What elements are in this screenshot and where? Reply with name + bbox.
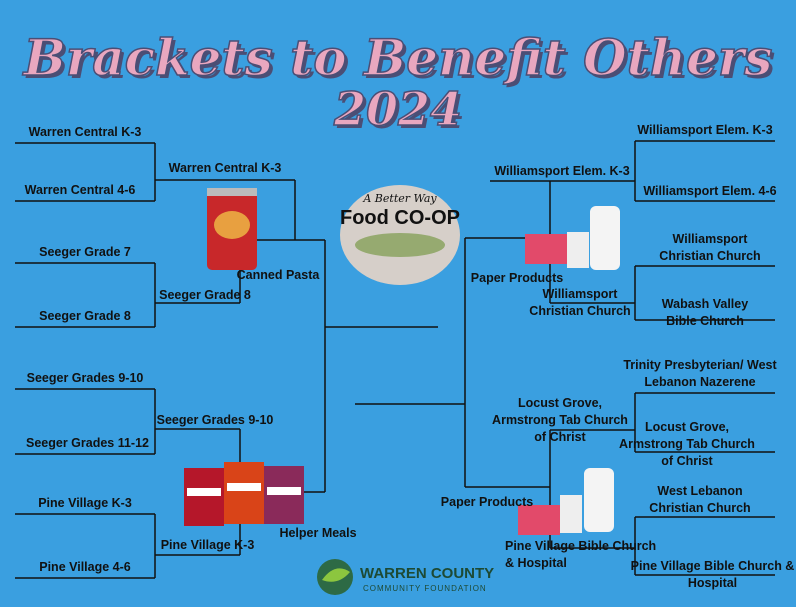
prize: Paper Products [432,494,542,511]
prize: Paper Products [462,270,572,287]
team: Williamsport Elem. K-3 [482,163,642,180]
team: Warren Central K-3 [155,160,295,177]
helper-boxes [184,462,304,526]
foundation-subtitle: COMMUNITY FOUNDATION [363,580,503,597]
team: Trinity Presbyterian/ West Lebanon Nazer… [615,357,785,391]
team: Pine Village Bible Church & Hospital [505,538,665,572]
team: West Lebanon Christian Church [640,483,760,517]
team: Wabash Valley Bible Church [645,296,765,330]
team: Williamsport Christian Church [520,286,640,320]
team: Williamsport Christian Church [645,231,775,265]
team: Warren Central 4-6 [10,182,150,199]
team: Pine Village 4-6 [15,559,155,576]
team: Williamsport Elem. K-3 [625,122,785,139]
team: Seeger Grade 8 [15,308,155,325]
team: Locust Grove, Armstrong Tab Church of Ch… [612,419,762,470]
team: Seeger Grades 11-12 [15,435,160,452]
prize: Helper Meals [268,525,368,542]
paper-products-1 [525,206,620,270]
team: Locust Grove, Armstrong Tab Church of Ch… [490,395,630,446]
team: Warren Central K-3 [15,124,155,141]
logo-name: Food CO-OP [340,205,460,231]
team: Seeger Grade 8 [150,287,260,304]
team: Williamsport Elem. 4-6 [630,183,790,200]
pasta-can [207,188,257,270]
team: Seeger Grades 9-10 [150,412,280,429]
bracket-page: Brackets to Benefit Others 2024 [0,0,796,607]
team: Seeger Grades 9-10 [15,370,155,387]
team: Seeger Grade 7 [15,244,155,261]
team: Pine Village K-3 [150,537,265,554]
prize: Canned Pasta [228,267,328,284]
foundation-icon [317,559,353,595]
team: Pine Village K-3 [15,495,155,512]
